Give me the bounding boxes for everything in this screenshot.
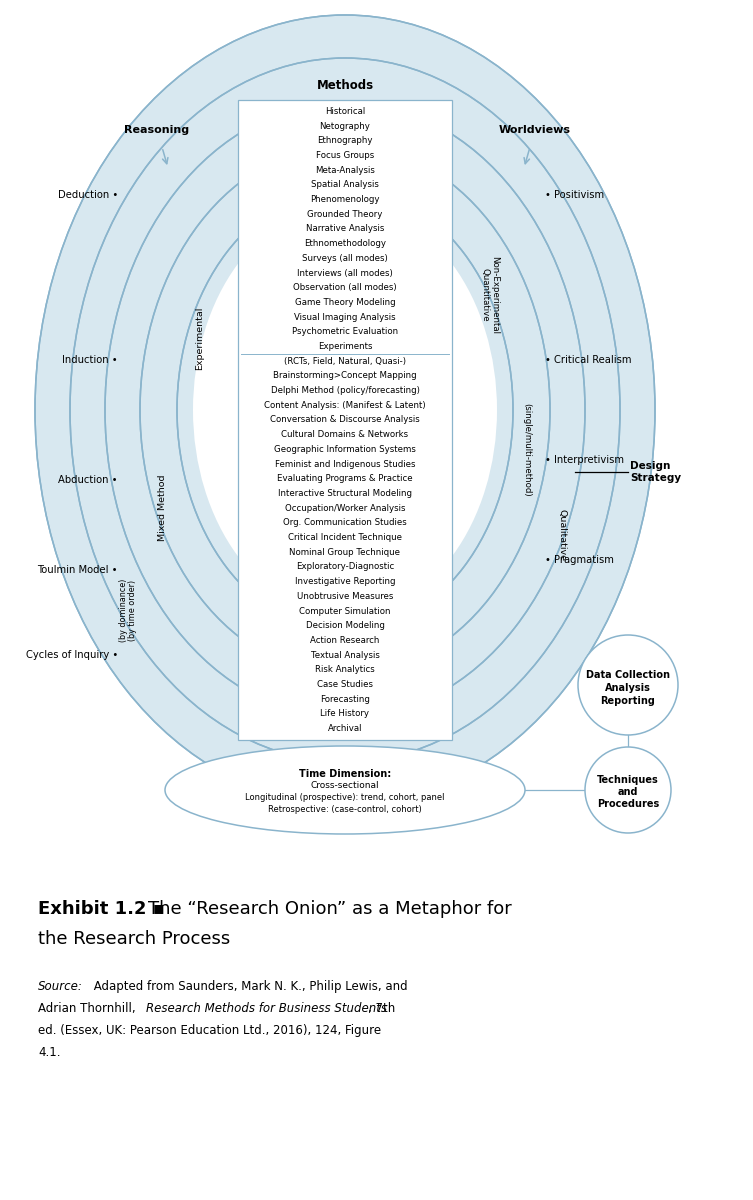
Text: Case Studies: Case Studies xyxy=(317,680,373,689)
Text: Narrative Analysis: Narrative Analysis xyxy=(306,224,384,234)
Text: , 7th: , 7th xyxy=(368,1002,395,1015)
Text: Occupation/Worker Analysis: Occupation/Worker Analysis xyxy=(285,504,405,512)
Text: Research Methods for Business Students: Research Methods for Business Students xyxy=(146,1002,387,1015)
Ellipse shape xyxy=(193,204,497,616)
Text: Decision Modeling: Decision Modeling xyxy=(306,622,385,630)
Text: ed. (Essex, UK: Pearson Education Ltd., 2016), 124, Figure: ed. (Essex, UK: Pearson Education Ltd., … xyxy=(38,1024,381,1037)
Text: Visual Imaging Analysis: Visual Imaging Analysis xyxy=(294,313,396,322)
Text: Grounded Theory: Grounded Theory xyxy=(307,210,383,218)
Text: Cross-sectional: Cross-sectional xyxy=(311,781,380,791)
Text: Historical: Historical xyxy=(325,107,365,116)
Text: The “Research Onion” as a Metaphor for: The “Research Onion” as a Metaphor for xyxy=(148,900,512,918)
Text: Critical Incident Technique: Critical Incident Technique xyxy=(288,533,402,542)
Ellipse shape xyxy=(140,145,550,674)
Circle shape xyxy=(585,746,671,833)
Text: Meta-Analysis: Meta-Analysis xyxy=(315,166,375,175)
Text: Psychometric Evaluation: Psychometric Evaluation xyxy=(292,328,398,336)
Text: Content Analysis: (Manifest & Latent): Content Analysis: (Manifest & Latent) xyxy=(264,401,425,410)
Text: Analysis: Analysis xyxy=(605,683,651,692)
Text: Archival: Archival xyxy=(328,724,362,733)
Text: Adapted from Saunders, Mark N. K., Philip Lewis, and: Adapted from Saunders, Mark N. K., Phili… xyxy=(90,980,407,994)
Text: Geographic Information Systems: Geographic Information Systems xyxy=(274,445,416,454)
Text: Adrian Thornhill,: Adrian Thornhill, xyxy=(38,1002,139,1015)
Text: • Positivism: • Positivism xyxy=(545,190,604,200)
Ellipse shape xyxy=(105,102,585,718)
Text: Nominal Group Technique: Nominal Group Technique xyxy=(289,547,401,557)
Text: Netography: Netography xyxy=(319,121,370,131)
Text: Org. Communication Studies: Org. Communication Studies xyxy=(283,518,407,527)
Text: Computer Simulation: Computer Simulation xyxy=(299,606,391,616)
Text: Action Research: Action Research xyxy=(310,636,380,644)
Text: 4.1.: 4.1. xyxy=(38,1046,60,1058)
Text: Cultural Domains & Networks: Cultural Domains & Networks xyxy=(282,430,409,439)
Text: Data Collection: Data Collection xyxy=(586,670,670,680)
Text: Time Dimension:: Time Dimension: xyxy=(299,769,391,779)
Text: Observation (all modes): Observation (all modes) xyxy=(293,283,397,293)
Text: Feminist and Indigenous Studies: Feminist and Indigenous Studies xyxy=(275,460,415,468)
Text: Life History: Life History xyxy=(321,709,370,719)
Text: (by dominance)
(by time order): (by dominance) (by time order) xyxy=(119,578,137,642)
Text: Procedures: Procedures xyxy=(597,799,659,809)
Text: Reasoning: Reasoning xyxy=(124,125,190,134)
Text: Textual Analysis: Textual Analysis xyxy=(310,650,380,660)
Ellipse shape xyxy=(70,58,620,762)
Text: Conversation & Discourse Analysis: Conversation & Discourse Analysis xyxy=(270,415,420,425)
Text: Delphi Method (policy/forecasting): Delphi Method (policy/forecasting) xyxy=(270,386,419,395)
Text: Evaluating Programs & Practice: Evaluating Programs & Practice xyxy=(277,474,413,484)
Text: (single/multi-method): (single/multi-method) xyxy=(523,403,532,497)
Ellipse shape xyxy=(177,188,513,632)
Ellipse shape xyxy=(177,188,513,632)
Text: Design
Strategy: Design Strategy xyxy=(630,461,681,484)
Text: Source:: Source: xyxy=(38,980,83,994)
Text: and: and xyxy=(617,787,639,797)
Text: Ethnomethodology: Ethnomethodology xyxy=(304,239,386,248)
Bar xyxy=(238,100,452,740)
Text: (RCTs, Field, Natural, Quasi-): (RCTs, Field, Natural, Quasi-) xyxy=(284,356,406,366)
Text: Worldviews: Worldviews xyxy=(499,125,571,134)
Text: Phenomenology: Phenomenology xyxy=(310,196,380,204)
Text: Forecasting: Forecasting xyxy=(320,695,370,703)
Text: Ethnography: Ethnography xyxy=(317,137,373,145)
Text: Spatial Analysis: Spatial Analysis xyxy=(311,180,379,190)
Text: Abduction •: Abduction • xyxy=(59,475,118,485)
Text: Experimental: Experimental xyxy=(196,306,205,370)
Text: Game Theory Modeling: Game Theory Modeling xyxy=(294,298,395,307)
Text: Techniques: Techniques xyxy=(597,775,659,785)
Text: Brainstorming>Concept Mapping: Brainstorming>Concept Mapping xyxy=(273,372,417,380)
Text: Surveys (all modes): Surveys (all modes) xyxy=(302,254,388,263)
Text: Longitudinal (prospective): trend, cohort, panel: Longitudinal (prospective): trend, cohor… xyxy=(245,793,445,803)
Text: • Interpretivism: • Interpretivism xyxy=(545,455,624,464)
Circle shape xyxy=(578,635,678,734)
Text: Focus Groups: Focus Groups xyxy=(316,151,374,160)
Ellipse shape xyxy=(35,14,655,805)
Text: Non-Experimental
Quantitative: Non-Experimental Quantitative xyxy=(480,256,499,334)
Text: Unobtrusive Measures: Unobtrusive Measures xyxy=(297,592,393,601)
Text: Exhibit 1.2 ▪: Exhibit 1.2 ▪ xyxy=(38,900,171,918)
Text: Qualitative: Qualitative xyxy=(557,509,566,560)
Ellipse shape xyxy=(70,58,620,762)
Text: the Research Process: the Research Process xyxy=(38,930,230,948)
Ellipse shape xyxy=(140,145,550,674)
Text: Reporting: Reporting xyxy=(601,696,655,706)
Text: • Pragmatism: • Pragmatism xyxy=(545,554,614,565)
Text: Deduction •: Deduction • xyxy=(58,190,118,200)
Ellipse shape xyxy=(105,102,585,718)
Text: • Critical Realism: • Critical Realism xyxy=(545,355,632,365)
Text: Risk Analytics: Risk Analytics xyxy=(315,665,375,674)
Text: Interactive Structural Modeling: Interactive Structural Modeling xyxy=(278,488,412,498)
Text: Methods: Methods xyxy=(316,79,373,92)
Text: Interviews (all modes): Interviews (all modes) xyxy=(297,269,393,277)
Text: Cycles of Inquiry •: Cycles of Inquiry • xyxy=(26,650,118,660)
Text: Retrospective: (case-control, cohort): Retrospective: (case-control, cohort) xyxy=(268,805,422,815)
Text: Experiments: Experiments xyxy=(318,342,372,352)
Text: Exploratory-Diagnostic: Exploratory-Diagnostic xyxy=(296,563,394,571)
Text: Induction •: Induction • xyxy=(62,355,118,365)
Text: Toulmin Model •: Toulmin Model • xyxy=(38,565,118,575)
Text: Investigative Reporting: Investigative Reporting xyxy=(294,577,395,586)
Ellipse shape xyxy=(165,746,525,834)
Text: Mixed Method: Mixed Method xyxy=(158,475,167,541)
